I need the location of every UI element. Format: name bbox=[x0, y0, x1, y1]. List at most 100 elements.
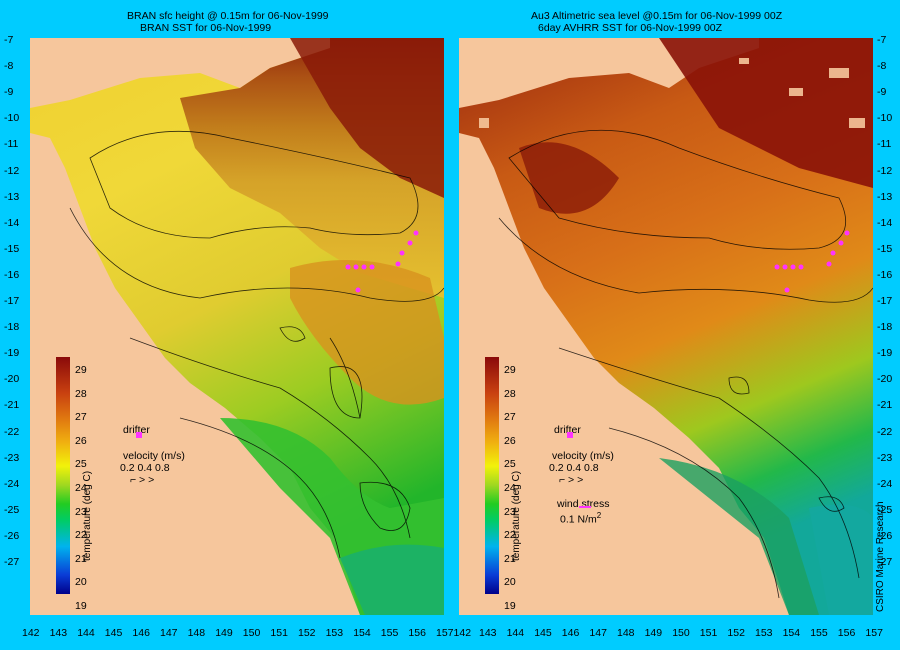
credit-text: CSIRO Marine Research bbox=[875, 501, 886, 612]
lon-tick-label: 148 bbox=[617, 627, 635, 639]
colorbar-tick: 22 bbox=[504, 529, 516, 542]
lon-tick-label: 150 bbox=[672, 627, 690, 639]
lat-tick-label-right: -7 bbox=[877, 34, 887, 46]
left-title-line1: BRAN sfc height @ 0.15m for 06-Nov-1999 bbox=[127, 10, 329, 22]
lon-tick-label: 146 bbox=[561, 627, 580, 639]
lat-tick-label: -10 bbox=[4, 112, 20, 125]
lon-tick-label: 150 bbox=[242, 627, 261, 639]
lat-tick-label: -17 bbox=[4, 295, 20, 307]
lon-tick-label: 148 bbox=[187, 627, 206, 639]
lon-tick-label: 149 bbox=[644, 627, 663, 639]
wind-stress-value: 0.1 N/m2 bbox=[560, 510, 601, 526]
lat-tick-label: -7 bbox=[4, 34, 14, 46]
colorbar-tick: 28 bbox=[75, 387, 87, 400]
lat-tick-label-right: -12 bbox=[877, 164, 893, 177]
velocity-arrows: ⌐ > > bbox=[559, 474, 584, 486]
right-map-panel[interactable]: temperature (deg C) 29 28 27 26 25 24 23 22 21 20… bbox=[459, 38, 873, 615]
lon-tick-label: 155 bbox=[810, 627, 828, 639]
lon-tick-label: 149 bbox=[215, 627, 233, 639]
lat-tick-label: -20 bbox=[4, 373, 20, 386]
lat-tick-label: -13 bbox=[4, 190, 20, 203]
lon-tick-label: 146 bbox=[132, 627, 150, 639]
lat-tick-label-right: -22 bbox=[877, 425, 893, 438]
drifter-marker bbox=[136, 432, 142, 438]
colorbar-left bbox=[56, 357, 70, 594]
lon-tick-label: 147 bbox=[160, 627, 178, 639]
lat-tick-label-right: -24 bbox=[877, 477, 893, 490]
warmest-water bbox=[290, 38, 444, 198]
colorbar-tick: 24 bbox=[504, 482, 516, 494]
lat-tick-label: -22 bbox=[4, 425, 20, 438]
lat-tick-label-right: -26 bbox=[877, 529, 893, 542]
colorbar-tick: 20 bbox=[504, 576, 516, 589]
lat-tick-label: -11 bbox=[4, 138, 19, 151]
colorbar-tick: 23 bbox=[75, 505, 87, 518]
lat-tick-label-right: -15 bbox=[877, 242, 893, 255]
drifter-track bbox=[345, 230, 419, 293]
lon-tick-label: 153 bbox=[755, 627, 773, 639]
lon-tick-label: 154 bbox=[353, 627, 371, 639]
bran-sst-map bbox=[30, 38, 444, 615]
lon-tick-label: 145 bbox=[534, 627, 552, 639]
lon-tick-label: 153 bbox=[325, 627, 344, 639]
lon-tick-label: 144 bbox=[506, 627, 525, 639]
lon-tick-label: 145 bbox=[104, 627, 123, 639]
drifter-label: drifter bbox=[554, 424, 581, 436]
wind-stress-label: wind stress bbox=[557, 498, 610, 510]
lat-tick-label-right: -9 bbox=[877, 86, 887, 99]
colorbar-tick: 27 bbox=[75, 411, 87, 424]
velocity-label: velocity (m/s) bbox=[552, 450, 614, 462]
lon-tick-label: 156 bbox=[408, 627, 426, 639]
cloud-mask bbox=[479, 58, 865, 128]
lon-tick-label: 154 bbox=[782, 627, 801, 639]
lat-tick-label-right: -14 bbox=[877, 216, 893, 229]
wind-stress-exponent: 2 bbox=[596, 511, 602, 520]
lat-tick-label: -24 bbox=[4, 477, 20, 490]
lon-tick-label: 155 bbox=[380, 627, 399, 639]
colorbar-tick: 29 bbox=[504, 364, 516, 376]
lat-tick-label-right: -10 bbox=[877, 112, 893, 125]
lon-tick-label: 143 bbox=[49, 627, 68, 639]
colorbar-tick: 20 bbox=[75, 576, 87, 589]
left-title-line2: BRAN SST for 06-Nov-1999 bbox=[140, 22, 272, 34]
right-title-line2: 6day AVHRR SST for 06-Nov-1999 00Z bbox=[538, 22, 723, 34]
colorbar-tick: 25 bbox=[75, 458, 87, 471]
lon-tick-label: 143 bbox=[479, 627, 497, 639]
colorbar-tick: 23 bbox=[504, 505, 516, 518]
lat-tick-label: -23 bbox=[4, 451, 20, 464]
lat-tick-label: -21 bbox=[4, 399, 20, 412]
lat-tick-label-right: -18 bbox=[877, 321, 893, 334]
lon-tick-label: 157 bbox=[865, 627, 883, 639]
lat-tick-label-right: -21 bbox=[877, 399, 893, 412]
lat-tick-label-right: -17 bbox=[877, 295, 893, 307]
lat-tick-label-right: -25 bbox=[877, 503, 893, 516]
velocity-arrows: ⌐ > > bbox=[130, 474, 155, 486]
lon-tick-label: 152 bbox=[298, 627, 316, 639]
lat-tick-label: -8 bbox=[4, 60, 14, 73]
warmest-water bbox=[659, 38, 873, 188]
lon-tick-label: 142 bbox=[22, 627, 40, 639]
colorbar-tick: 28 bbox=[504, 387, 516, 400]
sea-level-contours bbox=[69, 130, 444, 559]
colorbar-tick: 25 bbox=[504, 458, 516, 471]
wind-stress-arrow bbox=[579, 506, 591, 508]
colorbar-tick: 19 bbox=[75, 600, 87, 612]
colorbar-tick: 21 bbox=[75, 552, 87, 565]
colorbar-tick: 24 bbox=[75, 482, 87, 494]
lat-tick-label-right: -11 bbox=[877, 138, 892, 151]
sea-level-contours bbox=[498, 129, 873, 599]
left-map-panel[interactable]: temperature (deg C) 29 28 27 26 25 24 23 22 21 20… bbox=[30, 38, 444, 615]
colorbar-tick: 22 bbox=[75, 529, 87, 542]
lon-tick-label: 144 bbox=[77, 627, 95, 639]
right-title-line1: Au3 Altimetric sea level @0.15m for 06-N… bbox=[531, 10, 783, 22]
lat-tick-label-right: -13 bbox=[877, 190, 893, 203]
drifter-label: drifter bbox=[123, 424, 150, 436]
drifter-marker bbox=[567, 432, 573, 438]
lon-tick-label: 151 bbox=[699, 627, 718, 639]
velocity-label: velocity (m/s) bbox=[123, 450, 185, 462]
lat-tick-label-right: -8 bbox=[877, 60, 887, 73]
colorbar-tick: 21 bbox=[504, 552, 516, 565]
colorbar-tick: 26 bbox=[504, 434, 516, 447]
lon-tick-label-shared: 157142 bbox=[436, 627, 472, 639]
lon-tick-label: 151 bbox=[270, 627, 288, 639]
